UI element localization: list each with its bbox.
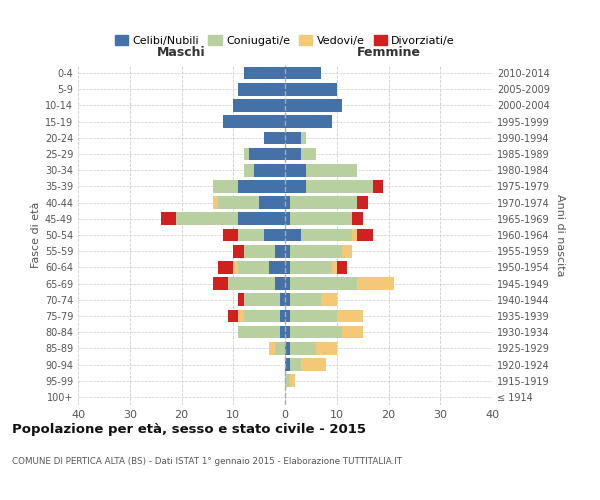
Bar [176,212,238,225]
Bar [275,342,285,354]
Bar [301,132,306,144]
Bar [285,342,290,354]
Bar [352,228,358,241]
Bar [285,228,301,241]
Bar [285,261,290,274]
Bar [373,180,383,192]
Bar [285,164,306,176]
Bar [358,278,394,290]
Bar [290,342,316,354]
Bar [337,310,362,322]
Bar [358,196,368,209]
Bar [290,374,295,387]
Bar [285,83,337,96]
Bar [285,180,306,192]
Y-axis label: Anni di nascita: Anni di nascita [555,194,565,276]
Bar [212,278,228,290]
Bar [342,245,352,258]
Bar [285,99,342,112]
Bar [238,180,285,192]
Bar [285,148,301,160]
Legend: Celibi/Nubili, Coniugati/e, Vedovi/e, Divorziati/e: Celibi/Nubili, Coniugati/e, Vedovi/e, Di… [113,33,457,48]
Bar [301,228,352,241]
Bar [280,326,285,338]
Bar [285,116,332,128]
Bar [228,310,238,322]
Bar [238,294,244,306]
Bar [265,228,285,241]
Bar [301,148,316,160]
Bar [269,261,285,274]
Text: Maschi: Maschi [157,46,206,59]
Bar [285,212,290,225]
Bar [290,358,301,371]
Bar [280,310,285,322]
Bar [285,132,301,144]
Bar [290,196,358,209]
Bar [285,196,290,209]
Bar [238,310,244,322]
Bar [342,326,362,338]
Bar [285,358,290,371]
Bar [161,212,176,225]
Bar [306,180,373,192]
Bar [275,245,285,258]
Bar [233,245,244,258]
Bar [290,278,358,290]
Bar [233,99,285,112]
Bar [290,245,342,258]
Text: Femmine: Femmine [356,46,421,59]
Bar [238,228,265,241]
Bar [238,212,285,225]
Bar [249,148,285,160]
Bar [244,148,249,160]
Bar [332,261,337,274]
Bar [285,278,290,290]
Bar [244,245,275,258]
Bar [223,228,238,241]
Bar [218,261,233,274]
Text: COMUNE DI PERTICA ALTA (BS) - Dati ISTAT 1° gennaio 2015 - Elaborazione TUTTITAL: COMUNE DI PERTICA ALTA (BS) - Dati ISTAT… [12,458,402,466]
Bar [285,374,290,387]
Bar [285,294,290,306]
Bar [265,132,285,144]
Bar [275,278,285,290]
Y-axis label: Fasce di età: Fasce di età [31,202,41,268]
Bar [352,212,362,225]
Bar [244,67,285,80]
Bar [218,196,259,209]
Bar [285,326,290,338]
Bar [290,294,321,306]
Bar [244,294,280,306]
Bar [285,67,321,80]
Bar [290,310,337,322]
Text: Popolazione per età, sesso e stato civile - 2015: Popolazione per età, sesso e stato civil… [12,422,366,436]
Bar [244,310,280,322]
Bar [228,278,275,290]
Bar [233,261,238,274]
Bar [244,164,254,176]
Bar [212,180,238,192]
Bar [212,196,218,209]
Bar [290,261,332,274]
Bar [223,116,285,128]
Bar [259,196,285,209]
Bar [316,342,337,354]
Bar [337,261,347,274]
Bar [321,294,337,306]
Bar [285,310,290,322]
Bar [238,326,280,338]
Bar [269,342,275,354]
Bar [238,261,269,274]
Bar [280,294,285,306]
Bar [301,358,326,371]
Bar [290,212,352,225]
Bar [238,83,285,96]
Bar [306,164,358,176]
Bar [285,245,290,258]
Bar [358,228,373,241]
Bar [254,164,285,176]
Bar [290,326,342,338]
